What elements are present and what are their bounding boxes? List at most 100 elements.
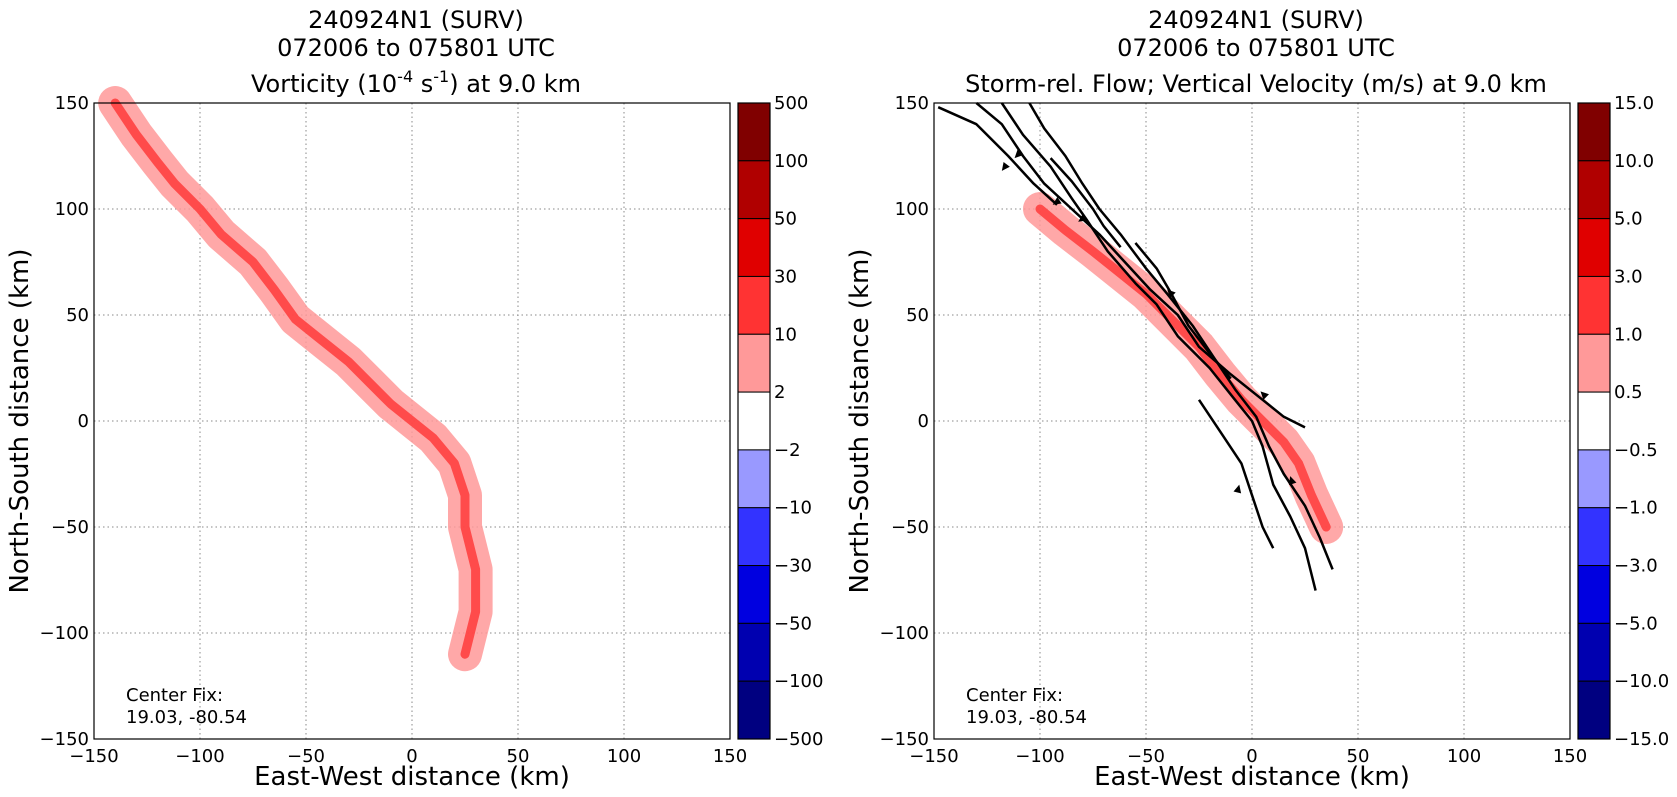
left-colorbar: 500 100 50 30 10 2 −2 −10 −30 −50 −100 −500 — [737, 93, 823, 750]
y-tick-label: 0 — [918, 411, 929, 432]
streamline-arrowhead — [1052, 197, 1062, 205]
right-y-axis-label: North-South distance (km) — [845, 248, 875, 593]
y-tick-label: 50 — [906, 305, 929, 326]
y-tick-label: −150 — [40, 729, 89, 750]
left-title-exp1: -4 — [397, 67, 413, 86]
colorbar-swatch — [737, 507, 771, 567]
colorbar-tick-label: −1.0 — [1614, 498, 1658, 519]
colorbar-tick-label: 50 — [774, 209, 797, 230]
streamline — [1197, 399, 1275, 549]
right-plot-frame — [933, 102, 1571, 740]
colorbar-swatch — [737, 333, 771, 393]
colorbar-swatch — [737, 622, 771, 682]
colorbar-swatch — [1577, 333, 1611, 393]
colorbar-swatch — [1577, 391, 1611, 451]
streamline-arrowhead — [1260, 391, 1269, 400]
streamline-arrowhead — [1001, 162, 1010, 171]
colorbar-tick-label: 3.0 — [1614, 266, 1643, 287]
colorbar-swatch — [1577, 507, 1611, 567]
y-tick-label: 100 — [55, 199, 89, 220]
colorbar-tick-label: −100 — [774, 671, 823, 692]
x-tick-label: 0 — [1246, 746, 1257, 767]
streamline-arrowhead — [1233, 484, 1242, 494]
left-title-line-3: Vorticity (10-4 s-1) at 9.0 km — [251, 67, 581, 98]
y-tick-label: −50 — [51, 517, 89, 538]
colorbar-tick-label: −10 — [774, 498, 812, 519]
left-annotation-line-1: Center Fix: — [126, 685, 223, 706]
streamline-arrowhead — [1167, 289, 1176, 299]
colorbar-tick-label: −0.5 — [1614, 440, 1658, 461]
streamline — [1134, 242, 1232, 380]
streamline — [937, 106, 1058, 206]
streamline — [975, 102, 1306, 429]
colorbar-swatch — [1577, 102, 1611, 162]
colorbar-swatch — [1577, 565, 1611, 624]
colorbar-swatch — [1577, 160, 1611, 220]
left-y-axis-label: North-South distance (km) — [5, 248, 35, 593]
left-title-prefix: Vorticity (10 — [251, 70, 397, 98]
colorbar-swatch — [737, 160, 771, 220]
x-tick-label: −50 — [287, 746, 325, 767]
colorbar-tick-label: −15.0 — [1614, 729, 1669, 750]
streamline-arrowhead — [1014, 149, 1024, 159]
x-tick-label: 50 — [507, 746, 530, 767]
right-colorbar: 15.0 10.0 5.0 3.0 1.0 0.5 −0.5 −1.0 −3.0 −5.0 −10.… — [1577, 93, 1669, 750]
x-tick-label: −150 — [909, 746, 958, 767]
x-tick-label: 100 — [1447, 746, 1481, 767]
right-streamlines — [937, 102, 1334, 591]
colorbar-tick-label: −5.0 — [1614, 613, 1658, 634]
left-title-line-1: 240924N1 (SURV) — [308, 6, 524, 34]
colorbar-tick-label: 30 — [774, 266, 797, 287]
x-tick-label: 150 — [1553, 746, 1587, 767]
colorbar-tick-label: 10 — [774, 324, 797, 345]
y-tick-label: −50 — [891, 517, 929, 538]
left-plot-frame — [93, 102, 731, 740]
colorbar-swatch — [737, 218, 771, 277]
colorbar-tick-label: −3.0 — [1614, 556, 1658, 577]
right-x-ticks: −150 −100 −50 0 50 100 150 — [909, 746, 1587, 767]
x-tick-label: 0 — [406, 746, 417, 767]
left-title-mid: s — [413, 70, 433, 98]
colorbar-tick-label: 2 — [774, 382, 785, 403]
streamline-arrowhead — [1078, 213, 1088, 222]
y-tick-label: −100 — [40, 623, 89, 644]
colorbar-swatch — [1577, 449, 1611, 509]
x-tick-label: −150 — [69, 746, 118, 767]
x-tick-label: 150 — [713, 746, 747, 767]
y-tick-label: 100 — [895, 199, 929, 220]
colorbar-swatch — [1577, 622, 1611, 682]
colorbar-swatch — [737, 275, 771, 335]
colorbar-swatch — [1577, 680, 1611, 740]
colorbar-tick-label: 0.5 — [1614, 382, 1643, 403]
colorbar-tick-label: −50 — [774, 613, 812, 634]
right-velocity-field — [1023, 192, 1344, 544]
streamline — [1049, 157, 1122, 248]
colorbar-frame — [1577, 102, 1611, 740]
colorbar-tick-label: 1.0 — [1614, 324, 1643, 345]
right-annotation-line-1: Center Fix: — [966, 685, 1063, 706]
colorbar-frame — [737, 102, 771, 740]
streamline — [1028, 102, 1334, 570]
streamline — [1000, 102, 1317, 591]
colorbar-tick-label: 10.0 — [1614, 151, 1654, 172]
colorbar-swatch — [737, 391, 771, 451]
contour-band-light — [1023, 192, 1344, 544]
y-tick-label: 50 — [66, 305, 89, 326]
left-title-line-2: 072006 to 075801 UTC — [277, 34, 555, 62]
y-tick-label: −150 — [880, 729, 929, 750]
contour-band-light — [98, 86, 493, 672]
x-tick-label: −100 — [175, 746, 224, 767]
colorbar-tick-label: −500 — [774, 729, 823, 750]
colorbar-swatch — [737, 680, 771, 740]
right-title-line-3: Storm-rel. Flow; Vertical Velocity (m/s)… — [965, 70, 1547, 98]
left-x-axis-label: East-West distance (km) — [254, 762, 570, 792]
left-title-exp2: -1 — [433, 67, 449, 86]
left-title-suffix: ) at 9.0 km — [449, 70, 581, 98]
colorbar-swatch — [737, 449, 771, 509]
right-title-line-2: 072006 to 075801 UTC — [1117, 34, 1395, 62]
colorbar-tick-label: −10.0 — [1614, 671, 1669, 692]
colorbar-tick-label: 500 — [774, 93, 808, 114]
colorbar-tick-label: 100 — [774, 151, 808, 172]
y-tick-label: −100 — [880, 623, 929, 644]
